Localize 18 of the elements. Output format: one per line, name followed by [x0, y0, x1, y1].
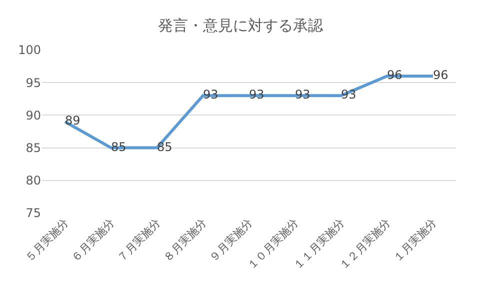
x-tick-label: １月実施分 [390, 216, 440, 264]
data-label: 93 [249, 88, 264, 102]
y-tick-label: 90 [26, 108, 41, 122]
y-tick-label: 80 [26, 174, 41, 188]
data-label: 93 [295, 88, 310, 102]
y-tick-label: 100 [18, 43, 41, 58]
data-label: 96 [387, 68, 402, 82]
y-tick-label: 95 [26, 76, 41, 90]
data-label: 89 [65, 114, 80, 128]
data-label: 85 [111, 140, 126, 154]
chart-title: 発言・意見に対する承認 [158, 16, 323, 35]
data-label: 96 [433, 68, 448, 82]
x-tick-label: ８月実施分 [160, 216, 210, 264]
x-tick-label: ７月実施分 [114, 216, 164, 264]
y-tick-label: 85 [26, 141, 41, 155]
x-tick-label: ６月実施分 [68, 216, 118, 264]
data-label: 85 [157, 140, 172, 154]
data-label: 93 [203, 88, 218, 102]
